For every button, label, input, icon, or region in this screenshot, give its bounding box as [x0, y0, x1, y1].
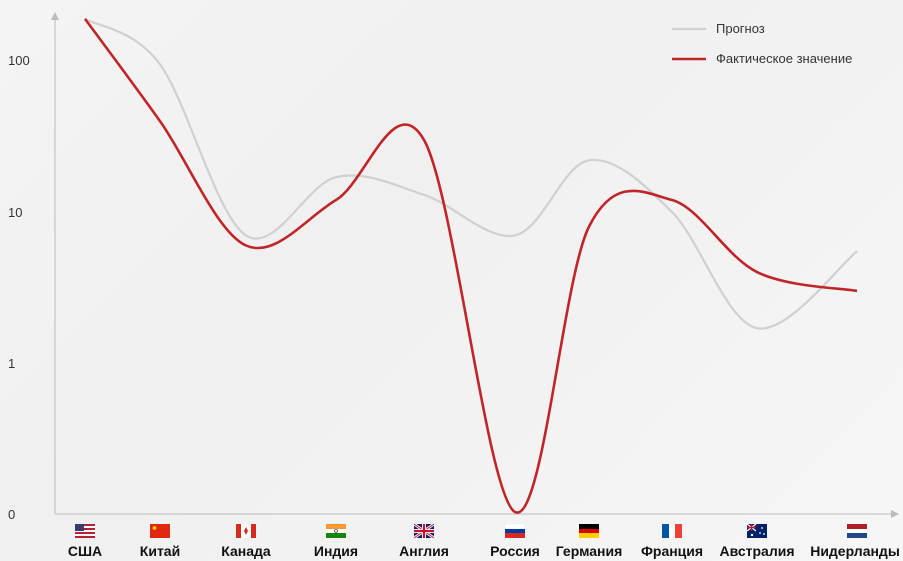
category-ru: Россия [490, 523, 540, 559]
category-au: Австралия [719, 523, 795, 559]
category-nl: Нидерланды [810, 524, 900, 559]
gb-flag-icon [413, 522, 435, 540]
category-label: Англия [399, 543, 449, 559]
category-de: Германия [556, 524, 623, 559]
category-us: США [68, 524, 102, 559]
category-ca: Канада [221, 524, 271, 559]
category-label: Индия [314, 543, 358, 559]
cn-flag-icon [150, 524, 170, 538]
legend-label-forecast: Прогноз [716, 21, 765, 36]
category-in: Индия [314, 524, 358, 559]
y-tick-label: 10 [8, 205, 22, 220]
ca-flag-icon [236, 524, 256, 538]
category-cn: Китай [140, 524, 180, 559]
category-gb: Англия [399, 522, 449, 559]
category-label: Нидерланды [810, 543, 900, 559]
category-label: Германия [556, 543, 623, 559]
y-tick-label: 1 [8, 356, 15, 371]
y-tick-label: 0 [8, 507, 15, 522]
y-axis-arrow [51, 12, 59, 20]
series-line-forecast [84, 17, 858, 330]
category-label: Россия [490, 543, 540, 559]
series-line-actual [83, 18, 858, 514]
au-flag-icon [746, 523, 767, 538]
legend: Прогноз Фактическое значение [672, 21, 852, 66]
category-label: Франция [641, 543, 703, 559]
x-axis-arrow [891, 510, 899, 518]
category-label: Китай [140, 543, 180, 559]
category-label: США [68, 543, 102, 559]
legend-label-actual: Фактическое значение [716, 51, 852, 66]
category-fr: Франция [641, 524, 703, 559]
in-flag-icon [326, 524, 346, 538]
us-flag-icon [75, 524, 95, 538]
nl-flag-icon [847, 524, 867, 538]
fr-flag-icon [662, 524, 682, 538]
category-label: Австралия [719, 543, 794, 559]
category-label: Канада [221, 543, 271, 559]
y-tick-label: 100 [8, 53, 30, 68]
ru-flag-icon [504, 523, 526, 538]
de-flag-icon [579, 524, 599, 538]
